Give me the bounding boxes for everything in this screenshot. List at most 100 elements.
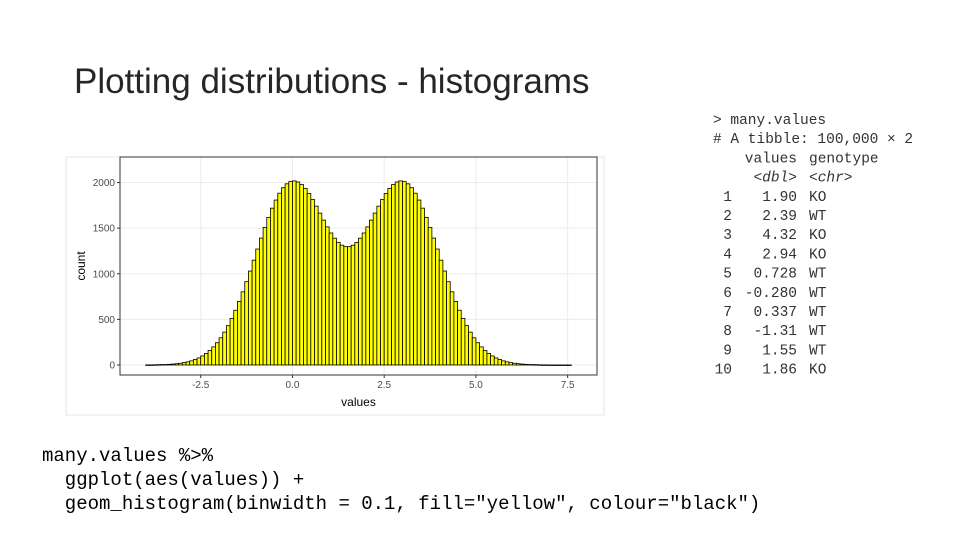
- x-tick-label: 0.0: [286, 380, 300, 391]
- bar: [163, 364, 169, 366]
- slide-title: Plotting distributions - histograms: [74, 62, 590, 101]
- bar: [471, 337, 477, 366]
- row-index: 10: [715, 363, 732, 379]
- y-tick-label: 500: [98, 315, 115, 326]
- bar: [427, 227, 433, 366]
- bar: [391, 184, 396, 366]
- bar: [244, 281, 249, 366]
- row-genotype: WT: [809, 343, 827, 359]
- bar: [185, 361, 191, 366]
- bar: [339, 244, 345, 366]
- row-index: 5: [723, 267, 732, 283]
- bar: [229, 317, 235, 366]
- y-tick-label: 1500: [93, 224, 116, 235]
- row-genotype: KO: [809, 247, 826, 263]
- bar: [192, 359, 198, 366]
- bar: [156, 364, 161, 366]
- bar: [372, 212, 378, 366]
- console-type: <dbl>: [753, 171, 797, 187]
- bar: [508, 362, 514, 366]
- x-tick-label: 7.5: [561, 380, 575, 391]
- bar: [361, 232, 367, 366]
- bar: [152, 364, 158, 366]
- bar: [281, 187, 286, 366]
- bar: [464, 325, 469, 366]
- bar: [325, 226, 330, 366]
- bar: [504, 361, 510, 366]
- bar: [288, 181, 293, 366]
- row-value: 0.337: [753, 305, 797, 321]
- row-value: 2.39: [762, 209, 797, 225]
- bar: [537, 364, 543, 366]
- row-genotype: WT: [809, 286, 827, 302]
- console-header: values: [745, 151, 797, 167]
- row-index: 4: [723, 247, 732, 263]
- bar: [548, 364, 554, 366]
- bar: [482, 350, 488, 366]
- row-index: 1: [723, 190, 732, 206]
- row-value: 1.86: [762, 363, 797, 379]
- bar: [251, 259, 257, 366]
- bar: [497, 359, 502, 366]
- bar: [358, 237, 363, 366]
- bar: [431, 237, 436, 366]
- bar: [214, 342, 220, 366]
- bar: [295, 181, 301, 366]
- bar: [170, 363, 176, 366]
- console-type: <chr>: [809, 171, 853, 187]
- bar: [196, 357, 202, 366]
- bar: [174, 363, 180, 366]
- bar: [457, 309, 462, 366]
- row-value: -1.31: [753, 324, 797, 340]
- y-axis-title: count: [74, 251, 88, 281]
- bar: [178, 362, 183, 366]
- bar: [266, 216, 271, 366]
- bar: [211, 346, 216, 366]
- bar: [336, 241, 341, 366]
- row-index: 2: [723, 209, 732, 225]
- bar: [468, 331, 473, 366]
- bar: [552, 364, 558, 366]
- bar: [259, 237, 264, 366]
- bar: [255, 248, 260, 366]
- bar: [475, 342, 480, 366]
- bar: [369, 219, 374, 366]
- bar: [398, 180, 403, 366]
- row-index: 3: [723, 228, 732, 244]
- bar: [284, 183, 290, 366]
- bar: [416, 199, 422, 366]
- bar: [526, 364, 532, 366]
- bar: [189, 360, 194, 366]
- bar: [486, 353, 491, 366]
- row-genotype: WT: [809, 209, 827, 225]
- row-value: -0.280: [745, 286, 797, 302]
- row-genotype: KO: [809, 190, 826, 206]
- bar: [523, 363, 528, 366]
- bar: [314, 205, 319, 366]
- bar: [233, 309, 238, 366]
- bar: [321, 219, 326, 366]
- bar: [262, 227, 268, 366]
- bar: [479, 346, 484, 366]
- bar: [306, 193, 312, 366]
- bar: [559, 364, 565, 366]
- bar: [438, 259, 444, 366]
- bar: [387, 187, 392, 366]
- bar: [515, 363, 521, 366]
- bar: [237, 300, 242, 366]
- row-genotype: KO: [809, 228, 826, 244]
- bar: [148, 364, 154, 366]
- y-tick-label: 1000: [93, 269, 116, 280]
- bar: [376, 205, 381, 366]
- bar: [207, 350, 213, 366]
- bar: [273, 199, 279, 366]
- row-value: 2.94: [762, 247, 797, 263]
- code-block: many.values %>% ggplot(aes(values)) + ge…: [42, 445, 760, 515]
- row-value: 4.32: [762, 228, 797, 244]
- console-header: genotype: [809, 151, 879, 167]
- row-genotype: WT: [809, 305, 827, 321]
- bar: [328, 232, 334, 366]
- bar: [519, 363, 525, 366]
- bar: [394, 181, 400, 366]
- bar: [310, 199, 315, 366]
